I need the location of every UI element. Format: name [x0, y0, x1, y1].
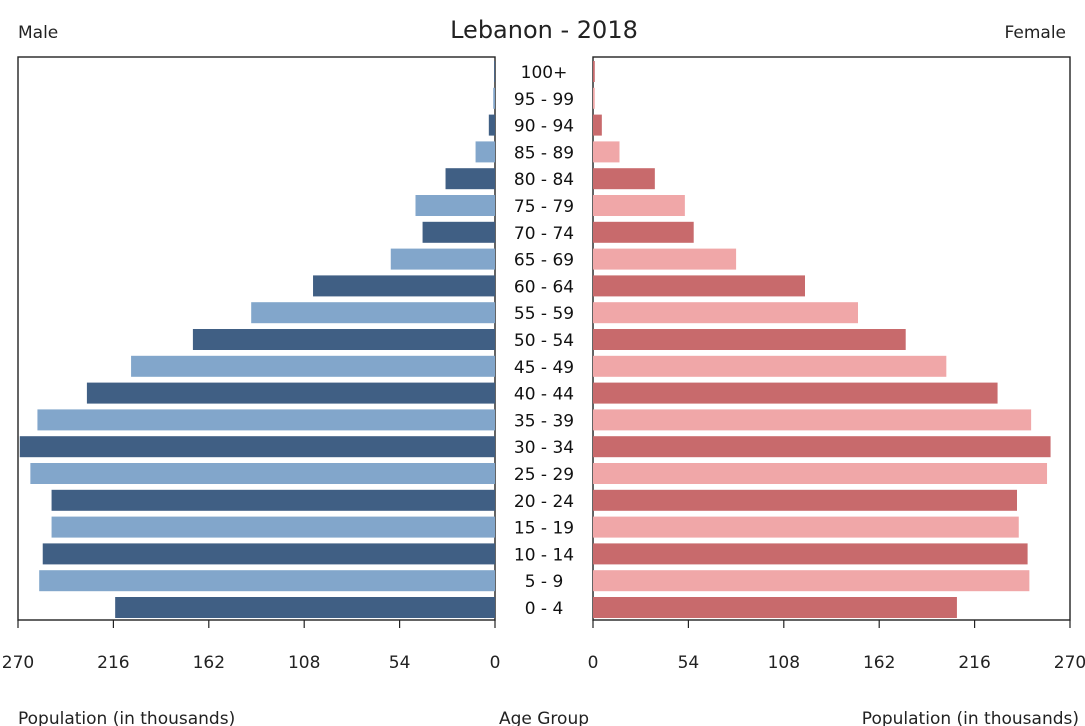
- female-bar-18: [593, 543, 1028, 565]
- age-group-label: 15 - 19: [514, 519, 574, 539]
- right-tick-label: 270: [1054, 653, 1085, 673]
- male-bar-5: [415, 195, 495, 216]
- left-tick-label: 162: [193, 653, 225, 673]
- age-group-label: 95 - 99: [514, 90, 574, 110]
- age-group-label: 35 - 39: [514, 411, 574, 431]
- right-axis-title: Population (in thousands): [862, 709, 1079, 726]
- female-bar-1: [593, 87, 595, 109]
- age-group-axis-title: Age Group: [499, 709, 589, 726]
- female-bar-7: [593, 248, 737, 270]
- male-bar-8: [313, 275, 495, 297]
- age-group-label: 0 - 4: [525, 599, 564, 619]
- age-group-label: 80 - 84: [514, 170, 574, 190]
- age-group-label: 20 - 24: [514, 492, 574, 512]
- age-group-label: 90 - 94: [514, 117, 574, 137]
- age-group-labels: 100+ 95 - 99 90 - 94 85 - 89 80 - 84 75 - 79 7…: [514, 63, 574, 619]
- female-bar-5: [593, 195, 685, 216]
- male-bar-4: [445, 168, 495, 190]
- age-group-label: 100+: [521, 63, 568, 83]
- female-bar-13: [593, 409, 1032, 431]
- left-tick-label: 0: [490, 653, 501, 673]
- age-group-label: 45 - 49: [514, 358, 574, 378]
- male-bar-9: [251, 302, 495, 324]
- age-group-label: 85 - 89: [514, 143, 574, 163]
- male-bar-19: [39, 570, 495, 592]
- male-bar-14: [19, 436, 496, 458]
- left-tick-label: 216: [97, 653, 129, 673]
- female-bar-0: [593, 61, 595, 82]
- left-tick-label: 108: [288, 653, 320, 673]
- female-bar-6: [593, 221, 694, 243]
- female-bar-20: [593, 597, 957, 618]
- age-group-label: 70 - 74: [514, 224, 574, 244]
- male-bar-13: [37, 409, 495, 431]
- male-bar-17: [51, 516, 496, 538]
- female-bar-8: [593, 275, 805, 297]
- age-group-label: 10 - 14: [514, 545, 574, 565]
- chart-title: Lebanon - 2018: [450, 16, 638, 44]
- right-tick-label: 0: [588, 653, 599, 673]
- male-bar-11: [131, 355, 496, 377]
- female-bar-2: [593, 114, 602, 136]
- male-bar-7: [390, 248, 495, 270]
- male-bar-18: [42, 543, 495, 565]
- left-tick-label: 270: [2, 653, 34, 673]
- female-label: Female: [1005, 23, 1066, 43]
- male-bar-2: [488, 114, 495, 136]
- female-bar-9: [593, 302, 858, 324]
- male-bar-1: [493, 87, 495, 109]
- age-group-label: 30 - 34: [514, 438, 574, 458]
- male-bar-6: [422, 221, 495, 243]
- age-group-label: 25 - 29: [514, 465, 574, 485]
- right-tick-label: 54: [678, 653, 700, 673]
- female-bar-3: [593, 141, 620, 163]
- female-bar-12: [593, 382, 998, 404]
- left-tick-label: 54: [389, 653, 411, 673]
- left-axis-ticks: 270 216 162 108 54 0: [2, 620, 501, 673]
- female-bar-10: [593, 329, 906, 350]
- age-group-label: 40 - 44: [514, 385, 574, 405]
- right-tick-label: 108: [768, 653, 800, 673]
- age-group-label: 75 - 79: [514, 197, 574, 217]
- female-bar-4: [593, 168, 655, 190]
- male-label: Male: [18, 23, 58, 43]
- female-bar-14: [593, 436, 1051, 458]
- male-bar-20: [115, 597, 496, 618]
- male-bars: [19, 61, 496, 618]
- female-bar-19: [593, 570, 1030, 592]
- male-bar-3: [475, 141, 495, 163]
- male-bar-15: [30, 463, 495, 484]
- female-bar-15: [593, 463, 1048, 484]
- female-bar-17: [593, 516, 1019, 538]
- male-bar-12: [86, 382, 496, 404]
- male-bar-0: [494, 61, 495, 82]
- right-tick-label: 216: [958, 653, 990, 673]
- age-group-label: 60 - 64: [514, 277, 574, 297]
- right-tick-label: 162: [863, 653, 895, 673]
- female-bar-16: [593, 489, 1017, 511]
- female-bar-11: [593, 355, 947, 377]
- male-bar-16: [51, 489, 496, 511]
- age-group-label: 5 - 9: [525, 572, 564, 592]
- age-group-label: 65 - 69: [514, 251, 574, 271]
- male-bar-10: [192, 329, 495, 350]
- left-axis-title: Population (in thousands): [18, 709, 235, 726]
- age-group-label: 50 - 54: [514, 331, 574, 351]
- right-axis-ticks: 0 54 108 162 216 270: [588, 620, 1085, 673]
- age-group-label: 55 - 59: [514, 304, 574, 324]
- female-bars: [593, 61, 1051, 618]
